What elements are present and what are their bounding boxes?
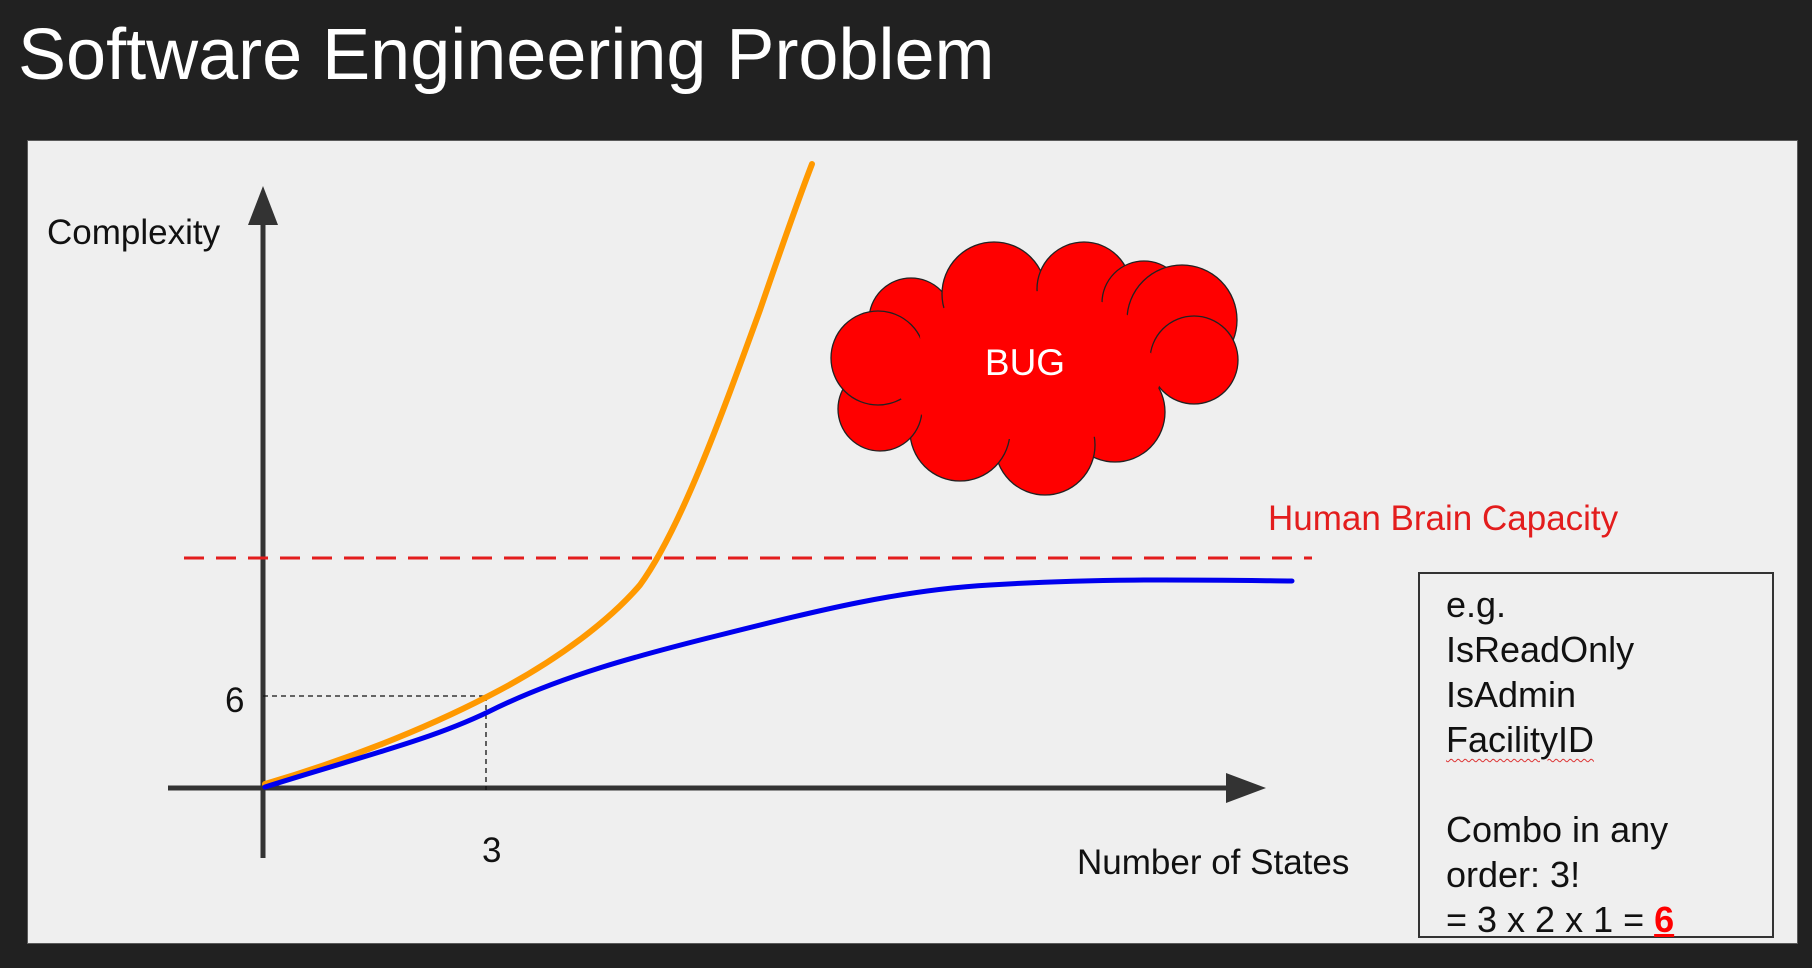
- x-tick-label: 3: [482, 831, 501, 870]
- combo-line-1: Combo in any: [1446, 809, 1669, 850]
- example-intro: e.g.: [1446, 584, 1507, 625]
- example-item-facilityid: FacilityID: [1446, 719, 1595, 760]
- y-tick-label: 6: [225, 681, 244, 720]
- y-axis-label: Complexity: [47, 213, 221, 252]
- example-item-isadmin: IsAdmin: [1446, 674, 1577, 715]
- diagram-panel: [27, 140, 1798, 944]
- x-axis-label: Number of States: [1077, 843, 1349, 882]
- y-axis-arrowhead: [248, 186, 278, 225]
- slide-title: Software Engineering Problem: [18, 15, 995, 95]
- example-item-isreadonly: IsReadOnly: [1446, 629, 1635, 670]
- formula-result: 6: [1654, 899, 1675, 940]
- combo-line-2: order: 3!: [1446, 854, 1581, 895]
- bug-cloud: [830, 241, 1239, 496]
- formula-line: = 3 x 2 x 1 = 6: [1446, 897, 1772, 942]
- bug-label: BUG: [985, 342, 1065, 383]
- orange-growth-curve: [262, 161, 815, 787]
- formula-prefix: = 3 x 2 x 1 =: [1446, 899, 1655, 940]
- example-box: e.g. IsReadOnly IsAdmin FacilityID Combo…: [1418, 572, 1774, 940]
- capacity-label: Human Brain Capacity: [1268, 499, 1619, 538]
- blue-managed-curve: [262, 577, 1295, 790]
- x-axis-arrowhead: [1226, 773, 1266, 803]
